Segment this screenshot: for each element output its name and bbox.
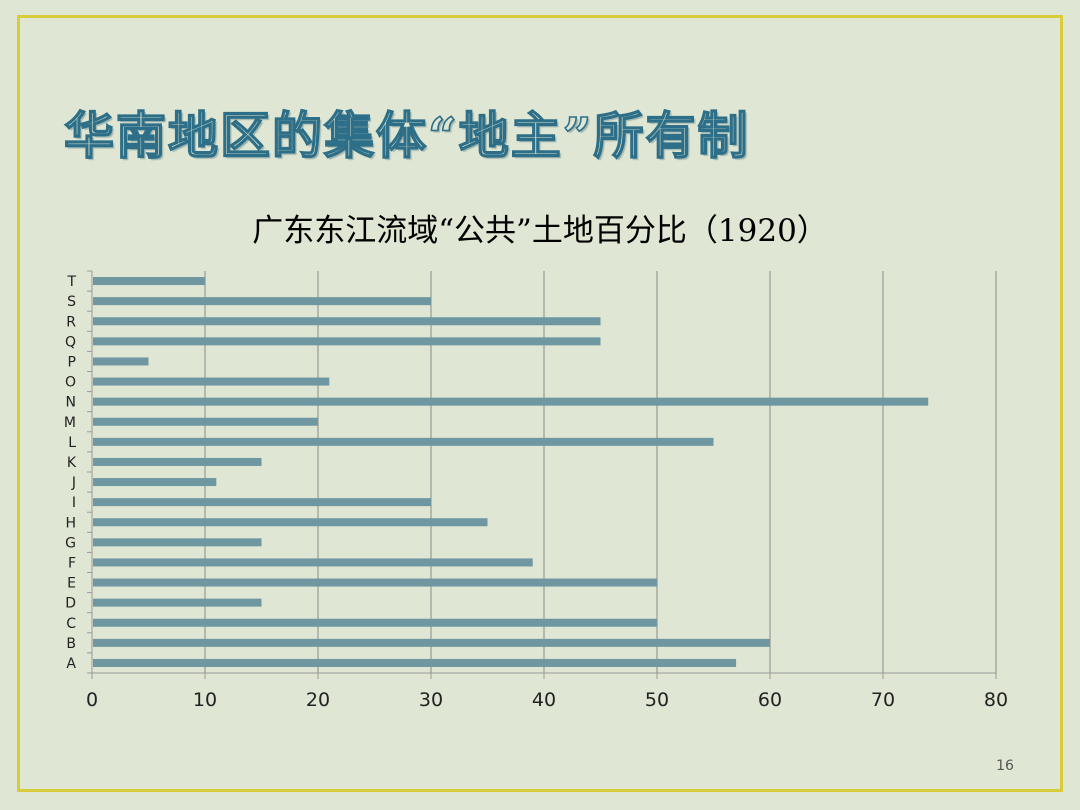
y-tick-label-H: H	[65, 515, 76, 531]
x-tick-label-4: 40	[532, 689, 556, 711]
bar-S	[93, 297, 431, 306]
y-tick-label-N: N	[66, 395, 76, 411]
bar-P	[93, 357, 149, 366]
x-tick-label-5: 50	[645, 689, 669, 711]
y-tick-label-L: L	[68, 435, 76, 451]
y-tick-label-D: D	[65, 596, 76, 612]
bar-O	[93, 377, 330, 386]
y-tick-label-C: C	[66, 616, 76, 632]
bar-J	[93, 478, 217, 487]
bar-T	[93, 277, 205, 286]
y-tick-label-B: B	[66, 636, 76, 652]
y-tick-label-P: P	[68, 354, 76, 370]
x-tick-label-7: 70	[871, 689, 895, 711]
x-tick-label-6: 60	[758, 689, 782, 711]
bar-C	[93, 618, 657, 627]
bar-K	[93, 457, 262, 466]
chart-title: 广东东江流域“公共”土地百分比（1920）	[252, 213, 828, 249]
x-tick-label-1: 10	[193, 689, 217, 711]
bar-A	[93, 658, 737, 667]
y-tick-label-I: I	[72, 495, 76, 511]
bar-B	[93, 638, 770, 647]
bar-Q	[93, 337, 601, 346]
bar-M	[93, 417, 318, 426]
y-tick-label-O: O	[65, 375, 76, 391]
bar-E	[93, 578, 657, 587]
slide-border	[17, 15, 1063, 792]
bar-D	[93, 598, 262, 607]
y-tick-label-E: E	[67, 576, 76, 592]
y-tick-label-T: T	[66, 274, 76, 290]
x-tick-label-0: 0	[86, 689, 98, 711]
x-tick-label-3: 30	[419, 689, 443, 711]
slide-title: 华南地区的集体“地主”所有制	[63, 105, 750, 166]
y-tick-label-A: A	[66, 656, 76, 672]
y-tick-label-F: F	[68, 555, 76, 571]
bar-N	[93, 397, 929, 406]
x-tick-label-2: 20	[306, 689, 330, 711]
y-tick-label-R: R	[66, 314, 76, 330]
y-tick-label-G: G	[65, 535, 76, 551]
bar-L	[93, 437, 714, 446]
bar-R	[93, 317, 601, 326]
y-tick-label-M: M	[64, 415, 76, 431]
y-tick-label-Q: Q	[65, 334, 76, 350]
x-tick-label-8: 80	[984, 689, 1008, 711]
bar-I	[93, 498, 431, 507]
y-tick-label-K: K	[67, 455, 77, 471]
y-tick-label-S: S	[67, 294, 76, 310]
bar-F	[93, 558, 533, 567]
page-number: 16	[996, 758, 1014, 774]
bar-H	[93, 518, 488, 527]
bar-G	[93, 538, 262, 547]
y-tick-label-J: J	[71, 475, 76, 491]
